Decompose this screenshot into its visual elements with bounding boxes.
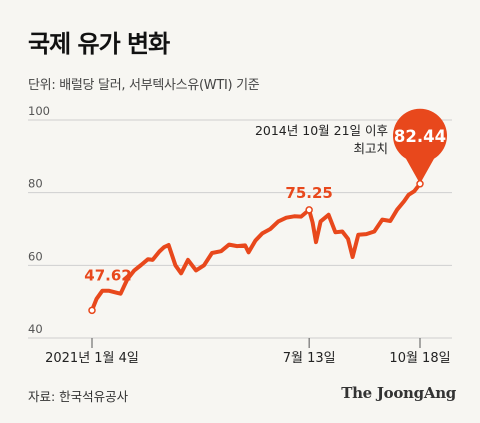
data-point-marker bbox=[416, 180, 424, 188]
brand-logo: The JoongAng bbox=[341, 384, 456, 402]
peak-note-line-2: 최고치 bbox=[353, 141, 388, 156]
source-note: 자료: 한국석유공사 bbox=[28, 389, 129, 404]
chart-title: 국제 유가 변화 bbox=[28, 30, 170, 58]
peak-note-line-1: 2014년 10월 21일 이후 bbox=[255, 123, 388, 138]
y-tick-label: 80 bbox=[28, 177, 43, 191]
peak-value-label: 82.44 bbox=[394, 127, 446, 146]
chart-subtitle: 단위: 배럴당 달러, 서부텍사스유(WTI) 기준 bbox=[28, 78, 260, 93]
data-label: 75.25 bbox=[285, 184, 332, 202]
y-tick-label: 60 bbox=[28, 249, 43, 263]
data-point-marker bbox=[88, 306, 96, 315]
x-tick-label: 7월 13일 bbox=[283, 351, 336, 366]
series-line-wti bbox=[90, 181, 422, 313]
data-label: 47.62 bbox=[84, 266, 131, 284]
y-tick-label: 40 bbox=[28, 322, 43, 336]
x-tick-label: 10월 18일 bbox=[389, 351, 450, 366]
data-point-marker bbox=[305, 206, 313, 214]
x-tick-label: 2021년 1월 4일 bbox=[45, 351, 139, 366]
peak-callout-bubble bbox=[393, 108, 447, 184]
y-tick-label: 100 bbox=[28, 104, 50, 118]
